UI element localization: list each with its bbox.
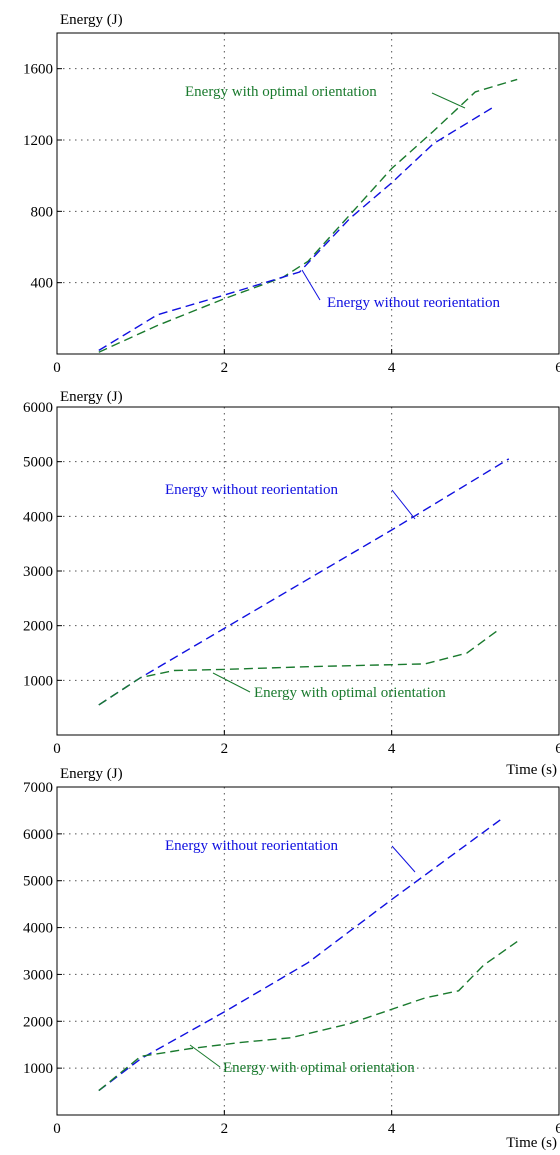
series-line-optimal-orientation	[98, 627, 501, 706]
annotation-leader	[301, 269, 321, 301]
series-line-without-reorientation	[98, 107, 493, 351]
annotation-leader	[391, 845, 416, 873]
y-tick-label: 5000	[23, 874, 53, 890]
annotation-label: Energy with optimal orientation	[185, 84, 377, 100]
y-tick-label: 2000	[23, 1014, 53, 1030]
annotation-label: Energy with optimal orientation	[223, 1060, 415, 1076]
series-line-optimal-orientation	[98, 78, 518, 353]
y-tick-label: 1200	[23, 133, 53, 149]
y-tick-label: 3000	[23, 967, 53, 983]
annotation-label: Energy with optimal orientation	[254, 685, 446, 701]
annotation-leader	[391, 489, 416, 520]
plot-frame	[56, 786, 560, 1116]
x-tick-label: 6	[555, 360, 560, 376]
x-tick-label: 4	[388, 741, 396, 757]
annotation-label: Energy without reorientation	[165, 482, 339, 498]
annotation-label: Energy without reorientation	[327, 295, 501, 311]
annotation-leader	[212, 672, 251, 693]
y-tick-label: 6000	[23, 827, 53, 843]
x-tick-label: 2	[221, 1121, 229, 1137]
annotation-leader	[431, 92, 466, 109]
x-tick-label: 0	[53, 360, 61, 376]
x-tick-label: 4	[388, 1121, 396, 1137]
annotation-label: Energy without reorientation	[165, 838, 339, 854]
series-line-without-reorientation	[98, 458, 510, 706]
x-axis-label: Time (s)	[506, 762, 557, 778]
y-tick-label: 1000	[23, 1061, 53, 1077]
y-axis-label: Energy (J)	[60, 389, 123, 405]
chart-panel-3: 1000 2000 3000 4000 5000 6000 7000 0 2 4 6 Energy (…	[23, 766, 560, 1151]
series-line-optimal-orientation	[98, 941, 518, 1092]
series-line-without-reorientation	[98, 819, 501, 1092]
plot-frame	[56, 32, 560, 355]
chart-panel-1: 400 800 1200 1600 0 2 4 6 Energy (J) Energy with …	[23, 12, 560, 376]
y-tick-label: 4000	[23, 921, 53, 937]
x-tick-label: 2	[221, 741, 229, 757]
y-axis-label: Energy (J)	[60, 766, 123, 782]
x-tick-label: 0	[53, 741, 61, 757]
y-tick-label: 3000	[23, 564, 53, 580]
x-axis-label: Time (s)	[506, 1135, 557, 1151]
y-tick-label: 2000	[23, 619, 53, 635]
x-tick-label: 0	[53, 1121, 61, 1137]
y-tick-label: 7000	[23, 780, 53, 796]
x-tick-label: 4	[388, 360, 396, 376]
y-tick-label: 800	[31, 204, 54, 220]
chart-panel-2: 1000 2000 3000 4000 5000 6000 0 2 4 6 Energy (J) Ti…	[23, 389, 560, 778]
x-tick-label: 6	[555, 741, 560, 757]
y-tick-label: 4000	[23, 509, 53, 525]
y-tick-label: 6000	[23, 400, 53, 416]
x-tick-label: 2	[221, 360, 229, 376]
y-tick-label: 1000	[23, 673, 53, 689]
y-tick-label: 400	[31, 276, 54, 292]
y-tick-label: 1600	[23, 62, 53, 78]
annotation-leader	[189, 1044, 221, 1068]
x-tick-label: 6	[555, 1121, 560, 1137]
y-axis-label: Energy (J)	[60, 12, 123, 28]
y-tick-label: 5000	[23, 455, 53, 471]
